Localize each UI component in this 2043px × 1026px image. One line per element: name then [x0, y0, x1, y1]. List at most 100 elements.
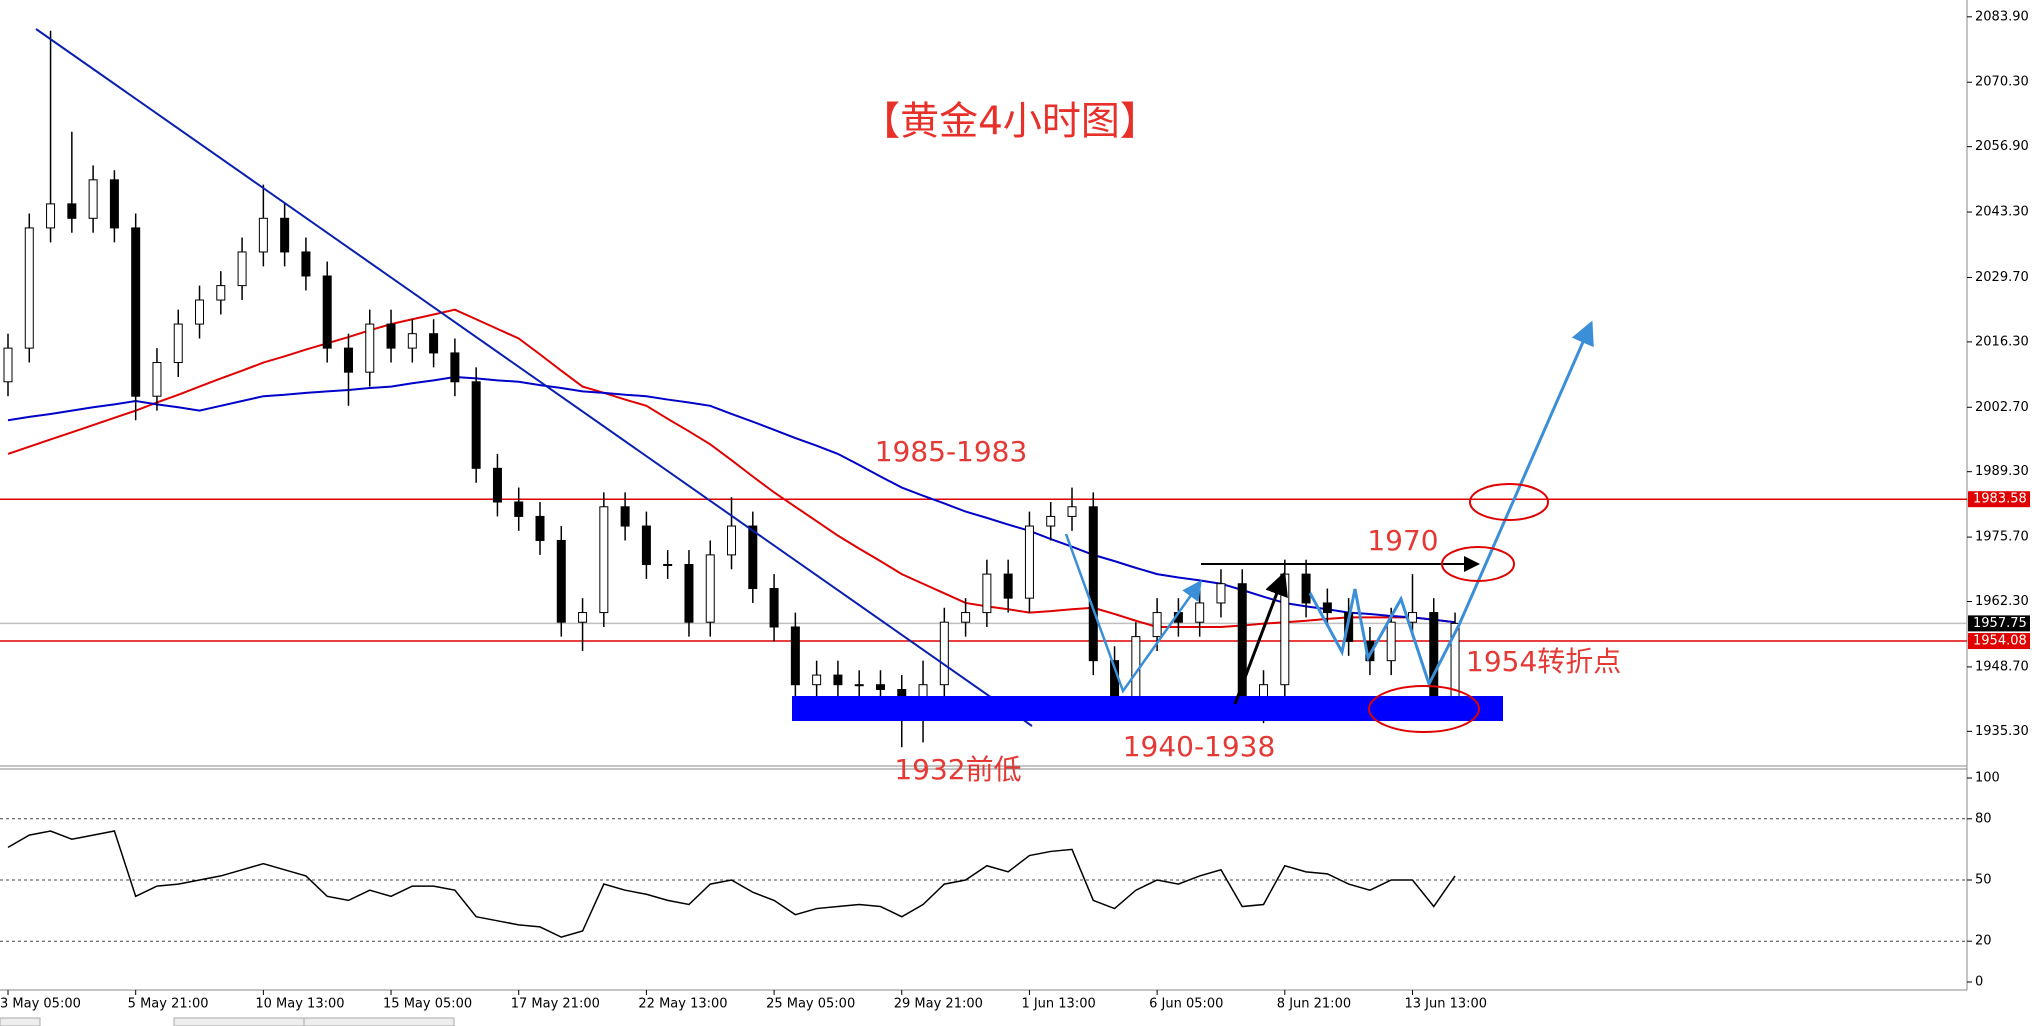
- x-tick-label: 13 Jun 13:00: [1404, 997, 1487, 1012]
- candle-body: [1024, 525, 1034, 599]
- trend-line: [35, 28, 1033, 727]
- candle-body: [24, 227, 34, 349]
- candle-body: [1152, 612, 1162, 638]
- candle-body: [727, 525, 737, 556]
- y-tick-label: 50: [1975, 873, 1992, 888]
- candle-body: [195, 299, 205, 325]
- annotation: 1954转折点: [1466, 645, 1621, 678]
- candle-body: [620, 506, 630, 527]
- y-tick-label: 2083.90: [1975, 9, 2029, 24]
- y-tick-label: 1948.70: [1975, 659, 2029, 674]
- y-tick-label: 100: [1975, 771, 2000, 786]
- candle-body: [407, 333, 417, 349]
- candle-body: [514, 501, 524, 517]
- candle-body: [301, 251, 311, 277]
- y-tick-label: 20: [1975, 934, 1992, 949]
- candle-body: [1301, 573, 1311, 604]
- support-circle: [1368, 685, 1480, 733]
- candle-body: [109, 179, 119, 229]
- price-tag: [1968, 491, 2030, 508]
- candle-body: [641, 525, 651, 565]
- moving-average: [7, 308, 1456, 629]
- candle-body: [386, 323, 396, 349]
- candle-body: [748, 525, 758, 590]
- tab[interactable]: [173, 1017, 305, 1026]
- candle-body: [492, 467, 502, 503]
- price-tag: [1968, 615, 2030, 632]
- candle-body: [67, 203, 77, 219]
- y-tick-label: 1935.30: [1975, 724, 2029, 739]
- chart-title: 【黄金4小时图】: [861, 100, 1159, 145]
- support-zone: [792, 696, 1503, 721]
- candle-body: [46, 203, 56, 229]
- annotation: 1970: [1367, 524, 1438, 557]
- candle-body: [833, 674, 843, 686]
- candle-body: [578, 612, 588, 623]
- candle-body: [1195, 602, 1205, 623]
- candle-body: [1280, 573, 1290, 686]
- candle-body: [875, 684, 885, 691]
- x-tick-label: 17 May 21:00: [511, 997, 600, 1012]
- y-tick-label: 2029.70: [1975, 270, 2029, 285]
- candle-body: [131, 227, 141, 397]
- y-tick-label: 2002.70: [1975, 400, 2029, 415]
- y-tick-label: 2016.30: [1975, 334, 2029, 349]
- x-tick-label: 8 Jun 21:00: [1277, 997, 1351, 1012]
- candle-body: [258, 217, 268, 253]
- candle-body: [812, 674, 822, 686]
- rise-arrow: [1233, 571, 1288, 705]
- candle-body: [173, 323, 183, 364]
- candle-body: [1216, 583, 1226, 604]
- tab[interactable]: [0, 1017, 41, 1026]
- tab[interactable]: [303, 1017, 455, 1026]
- x-tick-label: 15 May 05:00: [383, 997, 472, 1012]
- x-tick-label: 10 May 13:00: [255, 997, 344, 1012]
- candle-body: [1046, 515, 1056, 527]
- annotation: 1985-1983: [875, 435, 1028, 468]
- y-tick-label: 1975.70: [1975, 530, 2029, 545]
- annotation: 1940-1938: [1123, 730, 1276, 763]
- candle-body: [3, 347, 13, 383]
- candle-body: [450, 352, 460, 383]
- y-tick-label: 2056.90: [1975, 139, 2029, 154]
- y-tick-label: 2043.30: [1975, 205, 2029, 220]
- candle-body: [216, 285, 226, 301]
- candle-body: [961, 612, 971, 623]
- candle-body: [237, 251, 247, 287]
- candle-body: [152, 362, 162, 397]
- y-tick-label: 1989.30: [1975, 464, 2029, 479]
- candle-body: [280, 217, 290, 253]
- x-tick-label: 6 Jun 05:00: [1149, 997, 1223, 1012]
- x-tick-label: 1 Jun 13:00: [1021, 997, 1095, 1012]
- candle-body: [1386, 621, 1396, 662]
- x-tick-label: 29 May 21:00: [894, 997, 983, 1012]
- x-tick-label: 5 May 21:00: [128, 997, 209, 1012]
- candle-body: [663, 563, 673, 566]
- candle-body: [684, 563, 694, 623]
- x-tick-label: 3 May 05:00: [0, 997, 81, 1012]
- indicator-line: [7, 830, 1456, 938]
- candle-body: [365, 323, 375, 373]
- candle-body: [1322, 602, 1332, 614]
- candle-body: [88, 179, 98, 219]
- price-tag-label: 1954.08: [1973, 634, 2027, 649]
- candle-body: [790, 626, 800, 686]
- candle-body: [429, 333, 439, 354]
- price-tag-label: 1957.75: [1973, 616, 2027, 631]
- candle-body: [322, 275, 332, 349]
- forecast-arrow: [1308, 320, 1594, 688]
- candle-body: [939, 621, 949, 686]
- y-tick-label: 2070.30: [1975, 75, 2029, 90]
- zigzag-arrow: [1064, 533, 1202, 694]
- candle-body: [1067, 506, 1077, 517]
- candle-body: [854, 684, 864, 687]
- candle-body: [982, 573, 992, 614]
- y-tick-label: 80: [1975, 811, 1992, 826]
- candle-body: [1003, 573, 1013, 599]
- y-tick-label: 0: [1975, 975, 1983, 990]
- candle-body: [1088, 506, 1098, 662]
- candle-body: [705, 554, 715, 623]
- candle-body: [769, 588, 779, 628]
